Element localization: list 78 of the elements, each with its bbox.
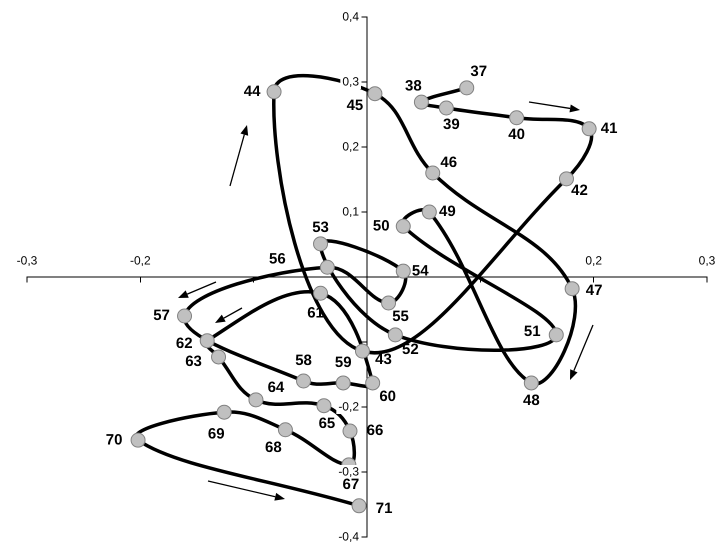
annotation: 46 bbox=[440, 154, 458, 172]
point bbox=[320, 260, 335, 275]
y-tick-label: 0,1 bbox=[342, 204, 360, 218]
point bbox=[582, 121, 597, 136]
point bbox=[352, 498, 367, 514]
point bbox=[414, 94, 429, 110]
annotation: 41 bbox=[600, 120, 618, 137]
annotation: 60 bbox=[379, 388, 396, 406]
annotation: 40 bbox=[508, 126, 525, 143]
point bbox=[211, 349, 226, 364]
point bbox=[509, 110, 524, 126]
point bbox=[548, 327, 564, 342]
point bbox=[200, 333, 215, 348]
point bbox=[524, 375, 539, 390]
annotation: 53 bbox=[312, 218, 329, 236]
point bbox=[316, 398, 332, 414]
annotation: 64 bbox=[268, 378, 285, 396]
annotation: 45 bbox=[346, 96, 364, 114]
point bbox=[130, 432, 146, 448]
point bbox=[459, 80, 474, 96]
point bbox=[177, 308, 192, 324]
point bbox=[313, 286, 328, 301]
annotation: 67 bbox=[342, 476, 360, 493]
point bbox=[248, 392, 264, 408]
x-tick-label: -0,2 bbox=[130, 254, 151, 268]
annotation: 63 bbox=[185, 353, 202, 370]
point bbox=[278, 422, 293, 438]
point bbox=[296, 374, 312, 388]
point bbox=[266, 84, 282, 100]
point bbox=[564, 281, 580, 296]
point bbox=[422, 204, 437, 220]
annotation: 44 bbox=[244, 82, 262, 100]
annotation: 50 bbox=[372, 217, 390, 234]
annotation: 54 bbox=[412, 262, 430, 280]
annotation: 69 bbox=[208, 425, 225, 442]
annotation: 68 bbox=[265, 438, 282, 456]
annotation: 42 bbox=[571, 182, 588, 199]
annotation: 43 bbox=[375, 351, 392, 368]
annotation: 70 bbox=[106, 431, 122, 448]
point bbox=[342, 424, 358, 439]
annotation: 58 bbox=[295, 352, 312, 370]
point bbox=[396, 218, 411, 234]
y-tick-label: 0,2 bbox=[342, 139, 360, 154]
annotation: 59 bbox=[334, 354, 352, 372]
annotation: 55 bbox=[392, 308, 409, 326]
annotation: 56 bbox=[268, 250, 286, 268]
point bbox=[313, 236, 328, 252]
point bbox=[216, 404, 232, 420]
point bbox=[336, 375, 351, 390]
annotation: 49 bbox=[438, 203, 456, 220]
y-tick-label: -0,2 bbox=[338, 399, 360, 414]
annotation: 51 bbox=[524, 322, 541, 340]
annotation: 65 bbox=[318, 414, 336, 432]
annotation: 47 bbox=[586, 282, 602, 299]
point bbox=[365, 375, 380, 390]
point bbox=[425, 166, 440, 180]
annotation: 39 bbox=[442, 116, 460, 134]
point bbox=[367, 86, 382, 102]
annotation: 37 bbox=[470, 62, 488, 80]
annotation: 57 bbox=[153, 307, 170, 324]
annotation: 38 bbox=[405, 77, 422, 94]
point bbox=[438, 100, 454, 116]
annotation: 48 bbox=[522, 392, 540, 410]
annotation: 71 bbox=[376, 500, 392, 517]
y-tick-label: 0,4 bbox=[342, 9, 360, 24]
y-tick-label: 0,3 bbox=[342, 74, 360, 88]
x-tick-label: -0,3 bbox=[16, 254, 38, 268]
y-tick-label: -0,4 bbox=[338, 529, 360, 544]
point bbox=[396, 264, 411, 279]
x-tick-label: 0,2 bbox=[585, 254, 602, 268]
point bbox=[388, 327, 403, 342]
point bbox=[558, 171, 574, 186]
annotation: 62 bbox=[176, 334, 193, 352]
annotation: 66 bbox=[366, 422, 384, 440]
point bbox=[381, 296, 396, 310]
x-tick-label: 0,3 bbox=[698, 254, 716, 268]
y-tick-label: -0,3 bbox=[338, 464, 360, 478]
point bbox=[354, 344, 370, 359]
